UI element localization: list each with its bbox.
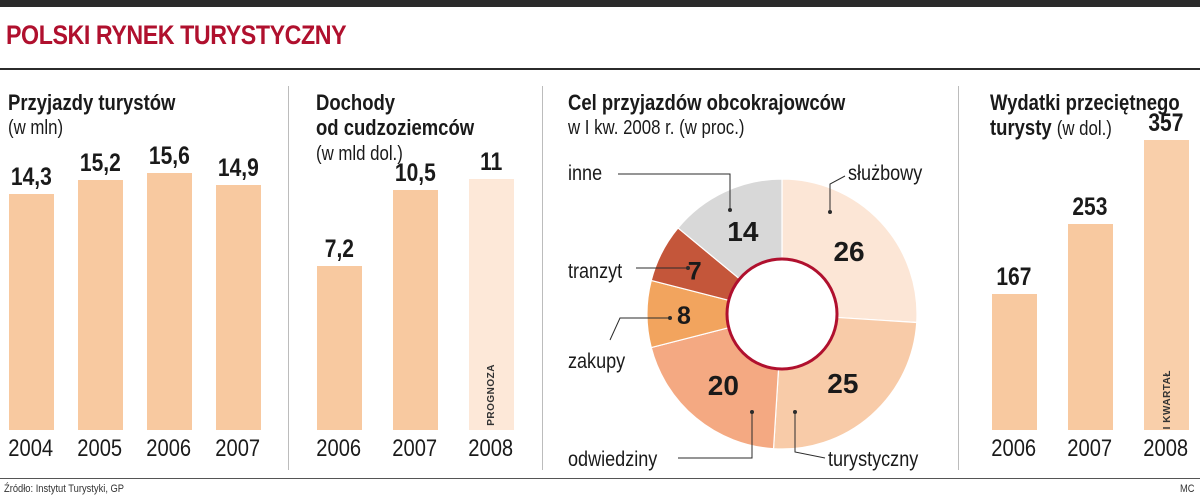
slice-value-label: 14	[727, 216, 759, 247]
bar-value-label: 167	[996, 263, 1032, 292]
slice-value-label: 26	[833, 236, 864, 267]
leader-dot	[668, 316, 672, 320]
page-title: POLSKI RYNEK TURYSTYCZNY	[6, 20, 347, 50]
category-label: 2007	[392, 435, 438, 462]
slice-category-label: służbowy	[848, 162, 922, 186]
bar	[468, 179, 514, 430]
slice-category-label: zakupy	[568, 350, 625, 374]
slice-category-label: inne	[568, 162, 602, 186]
bar-value-label: 11	[479, 148, 503, 176]
pie-slice	[781, 178, 918, 324]
quarter-note: I KWARTAŁ	[1162, 370, 1173, 430]
source-note: Źródło: Instytut Turystyki, GP	[4, 483, 125, 495]
leader-dot	[728, 208, 732, 212]
slice-category-label: tranzyt	[568, 260, 623, 284]
pie-slice	[677, 178, 783, 280]
top-rule	[0, 0, 1200, 7]
category-label: 2005	[77, 435, 123, 462]
category-label: 2007	[215, 435, 261, 462]
slice-value-label: 8	[677, 302, 691, 330]
leader-line	[678, 412, 753, 459]
panel-title: Przyjazdy turystów	[8, 90, 176, 115]
bar	[392, 190, 438, 430]
bar-value-label: 253	[1072, 193, 1108, 222]
leader-line	[609, 317, 670, 341]
slice-category-label: odwiedziny	[568, 448, 658, 472]
bar	[1067, 224, 1113, 430]
category-label: 2006	[146, 435, 192, 462]
panel-title: od cudzoziemców	[316, 115, 475, 140]
pie-slice	[650, 326, 780, 450]
panel-divider	[542, 86, 543, 470]
slice-category-label: turystyczny	[828, 448, 918, 472]
bar	[1143, 140, 1189, 430]
pie-slice	[646, 279, 730, 349]
slice-value-label: 25	[827, 368, 858, 399]
panel-title: Cel przyjazdów obcokrajowców	[568, 90, 846, 115]
bar-value-label: 357	[1148, 109, 1184, 137]
slice-value-label: 7	[688, 258, 702, 286]
bar	[215, 184, 261, 430]
leader-dot	[828, 210, 832, 214]
bar	[316, 265, 362, 430]
credit-note: MC	[1180, 483, 1195, 495]
leader-dot	[750, 410, 754, 414]
bar	[991, 294, 1037, 430]
pie-slice	[650, 227, 741, 302]
donut-hole	[725, 257, 839, 371]
leader-dot	[686, 266, 690, 270]
slice-value-label: 20	[708, 370, 739, 401]
bar	[77, 179, 123, 430]
bar-value-label: 15,6	[148, 142, 190, 170]
forecast-note: PROGNOZA	[486, 364, 497, 426]
category-label: 2007	[1067, 435, 1113, 462]
bar	[8, 194, 54, 430]
panel-title: turysty (w dol.)	[990, 115, 1112, 140]
panel-title: Wydatki przeciętnego	[990, 90, 1180, 115]
category-label: 2004	[8, 435, 54, 462]
leader-line	[618, 173, 731, 210]
panel-subtitle: (w mld dol.)	[316, 143, 403, 165]
leader-line	[829, 175, 846, 212]
panel-title: Dochody	[316, 90, 396, 115]
category-label: 2006	[991, 435, 1037, 462]
bar	[146, 173, 192, 430]
leader-line	[794, 412, 826, 459]
panel-divider	[958, 86, 959, 470]
panel-divider	[288, 86, 289, 470]
pie-slice	[772, 316, 918, 450]
bar-value-label: 7,2	[324, 234, 354, 263]
bar-value-label: 10,5	[394, 159, 436, 188]
leader-dot	[793, 410, 797, 414]
panel-subtitle: w I kw. 2008 r. (w proc.)	[568, 117, 745, 139]
panel-subtitle: (w mln)	[8, 117, 64, 139]
category-label: 2008	[1143, 435, 1189, 462]
header-rule	[0, 68, 1200, 70]
footer-rule	[0, 478, 1200, 479]
bar-value-label: 14,3	[10, 163, 52, 192]
bar-value-label: 15,2	[79, 148, 121, 177]
category-label: 2006	[316, 435, 362, 462]
category-label: 2008	[468, 435, 514, 462]
bar-value-label: 14,9	[217, 153, 259, 182]
